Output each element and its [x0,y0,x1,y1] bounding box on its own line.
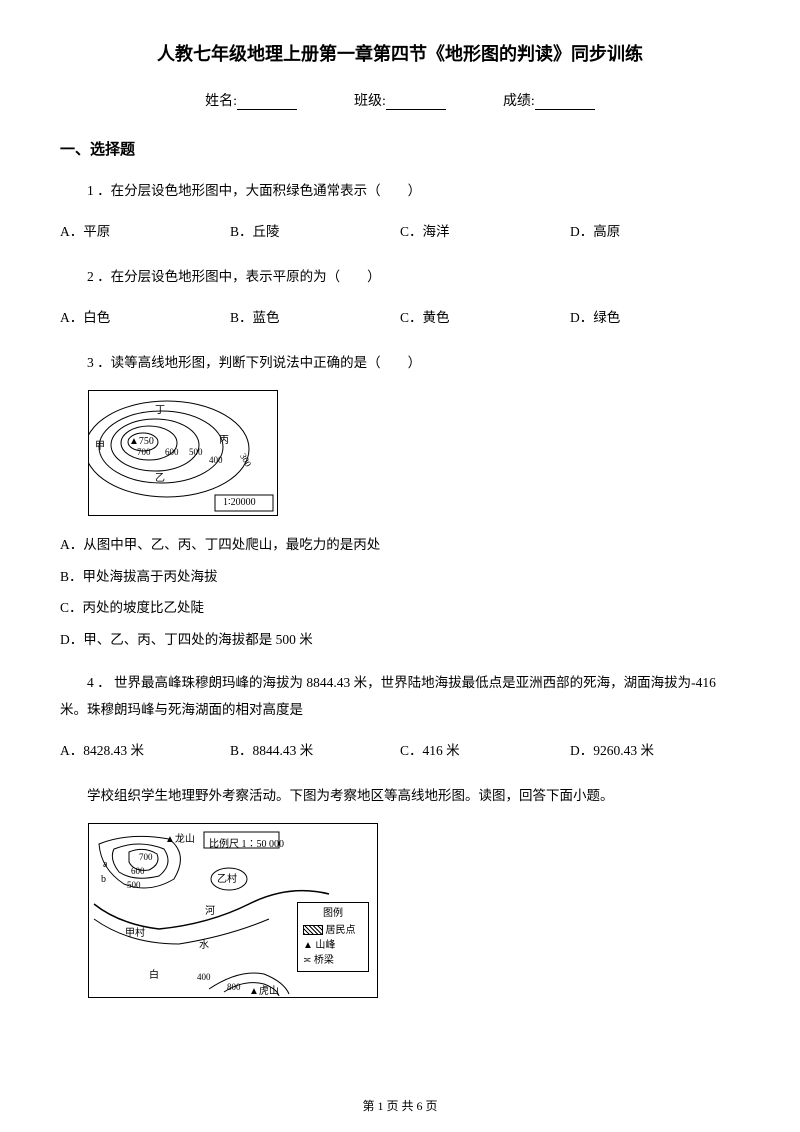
q1-opt-c: C．海洋 [400,218,570,245]
legend-title: 图例 [303,906,363,921]
fig2-yicun: 乙村 [217,870,237,885]
fig2-scale: 比例尺 1∶50 000 [209,835,284,850]
q4-opt-b: B．8844.43 米 [230,737,400,764]
q2-opt-b: B．蓝色 [230,304,400,331]
q2-options: A．白色 B．蓝色 C．黄色 D．绿色 [60,304,740,331]
fig2-700: 700 [139,852,153,862]
fig2-hushan: ▲虎山 [249,982,279,997]
legend-peak: ▲ 山峰 [303,938,363,953]
q3-c: C．丙处的坡度比乙处陡 [60,593,740,623]
fig1-peak: ▲750 [129,436,154,447]
fig1-600: 600 [165,447,179,457]
fig1-yi: 乙 [155,469,165,484]
q4-opt-d: D．9260.43 米 [570,737,740,764]
fig2-longshan: ▲龙山 [165,830,195,845]
q3-text: 3 ．读等高线地形图，判断下列说法中正确的是（ ） [60,349,740,376]
fig2-600: 600 [131,866,145,876]
fig2-bai: 白 [149,966,159,981]
q1-opt-d: D．高原 [570,218,740,245]
page-footer: 第 1 页 共 6 页 [0,1097,800,1114]
fig2-legend: 图例 居民点 ▲ 山峰 ≍ 桥梁 [297,902,369,972]
class-label: 班级: [354,94,386,109]
q1-options: A．平原 B．丘陵 C．海洋 D．高原 [60,218,740,245]
fig2-400: 400 [197,972,211,982]
q4-text: 4 ． 世界最高峰珠穆朗玛峰的海拔为 8844.43 米，世界陆地海拔最低点是亚… [60,669,740,723]
section-heading: 一、选择题 [60,138,740,159]
fig1-500: 500 [189,447,203,457]
name-blank [237,96,297,110]
legend-bridge: ≍ 桥梁 [303,953,363,968]
fig2-800: 800 [227,982,241,992]
class-blank [386,96,446,110]
q3-b: B．甲处海拔高于丙处海拔 [60,562,740,592]
fig2-river1: 河 [205,902,215,917]
q3-a: A．从图中甲、乙、丙、丁四处爬山，最吃力的是丙处 [60,530,740,560]
q3-d: D．甲、乙、丙、丁四处的海拔都是 500 米 [60,625,740,655]
q4-opt-c: C．416 米 [400,737,570,764]
fig2-500: 500 [127,880,141,890]
hatch-icon [303,925,323,935]
q2-opt-a: A．白色 [60,304,230,331]
q1-text: 1 ．在分层设色地形图中，大面积绿色通常表示（ ） [60,177,740,204]
q5-intro: 学校组织学生地理野外考察活动。下图为考察地区等高线地形图。读图，回答下面小题。 [60,782,740,809]
q3-statements: A．从图中甲、乙、丙、丁四处爬山，最吃力的是丙处 B．甲处海拔高于丙处海拔 C．… [60,530,740,655]
fig2-a: a [103,859,107,870]
fig1-jia: 甲 [95,437,105,452]
q1-opt-b: B．丘陵 [230,218,400,245]
legend-res: 居民点 [303,923,363,938]
q2-opt-d: D．绿色 [570,304,740,331]
page-title: 人教七年级地理上册第一章第四节《地形图的判读》同步训练 [60,40,740,66]
figure-1: 丁 甲 丙 乙 ▲750 700 600 500 400 300 1∶20000 [88,390,740,516]
fig2-river2: 水 [199,936,209,951]
score-blank [535,96,595,110]
fig2-jiacun: 甲村 [125,924,145,939]
figure-2: 比例尺 1∶50 000 ▲龙山 a b 700 600 500 乙村 甲村 河… [88,823,740,998]
q1-opt-a: A．平原 [60,218,230,245]
fig1-bing: 丙 [219,431,229,446]
fig1-400: 400 [209,455,223,465]
name-label: 姓名: [205,94,237,109]
q4-opt-a: A．8428.43 米 [60,737,230,764]
fig1-700: 700 [137,447,151,457]
info-line: 姓名: 班级: 成绩: [60,90,740,110]
q4-options: A．8428.43 米 B．8844.43 米 C．416 米 D．9260.4… [60,737,740,764]
fig1-scale: 1∶20000 [223,497,256,508]
fig1-ding: 丁 [155,401,165,416]
q2-opt-c: C．黄色 [400,304,570,331]
q2-text: 2 ．在分层设色地形图中，表示平原的为（ ） [60,263,740,290]
score-label: 成绩: [503,94,535,109]
fig2-b: b [101,874,106,885]
